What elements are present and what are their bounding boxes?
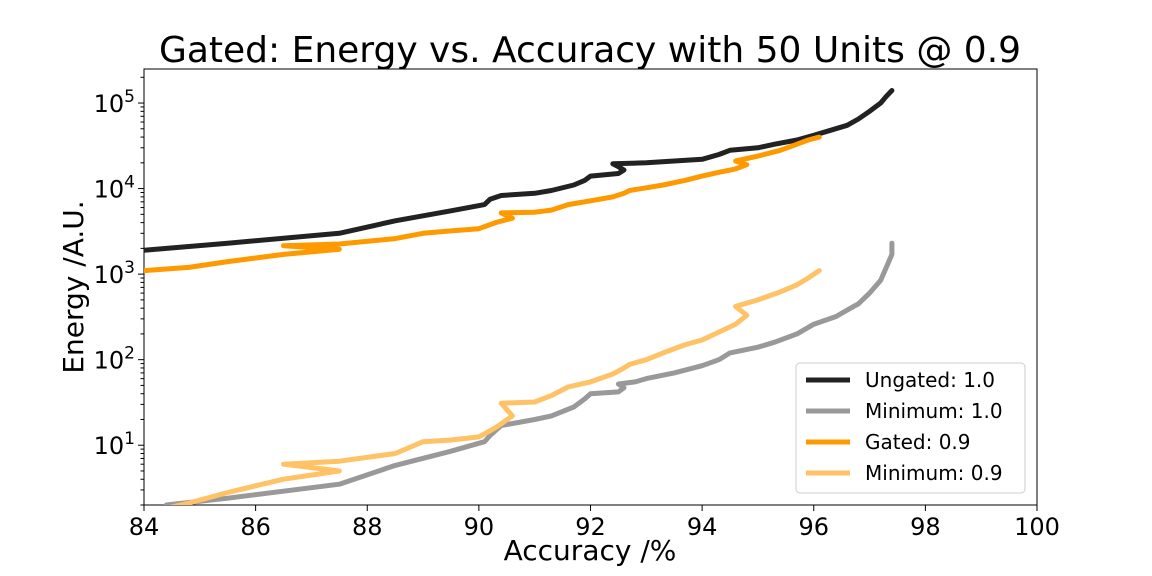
- series-line-2: [163, 240, 895, 505]
- y-tick-exponent: 5: [124, 87, 135, 107]
- x-tick-label: 90: [464, 513, 495, 541]
- legend-label-2: Minimum: 1.0: [865, 399, 1003, 423]
- series-line-4: [169, 268, 822, 505]
- y-tick-label: 105: [94, 87, 135, 118]
- x-tick-label: 84: [129, 513, 160, 541]
- y-tick-label: 101: [94, 429, 135, 460]
- y-tick-label: 104: [94, 173, 135, 204]
- y-tick-exponent: 1: [124, 429, 135, 449]
- y-tick-exponent: 2: [124, 344, 135, 364]
- y-tick-base: 10: [94, 432, 125, 460]
- x-axis-ticks: 84 86 88 90 92 94 96 98 100: [129, 505, 1060, 541]
- y-tick-base: 10: [94, 176, 125, 204]
- y-tick-base: 10: [94, 261, 125, 289]
- y-tick-exponent: 3: [124, 258, 135, 278]
- x-tick-label: 100: [1014, 513, 1060, 541]
- y-tick-base: 10: [94, 90, 125, 118]
- chart-title: Gated: Energy vs. Accuracy with 50 Units…: [159, 30, 1021, 71]
- x-tick-label: 96: [798, 513, 829, 541]
- y-tick-label: 102: [94, 344, 135, 375]
- y-tick-base: 10: [94, 347, 125, 375]
- legend: Ungated: 1.0 Minimum: 1.0 Gated: 0.9 Minimu…: [795, 362, 1026, 494]
- x-tick-label: 88: [352, 513, 383, 541]
- x-tick-label: 86: [240, 513, 271, 541]
- x-tick-label: 94: [687, 513, 718, 541]
- series-line-3: [144, 134, 822, 274]
- y-tick-label: 103: [94, 258, 135, 289]
- x-tick-label: 98: [910, 513, 941, 541]
- x-axis-label: Accuracy /%: [504, 534, 677, 567]
- x-tick-label: 92: [575, 513, 606, 541]
- legend-label-1: Ungated: 1.0: [865, 368, 995, 392]
- legend-box: [795, 362, 1026, 494]
- legend-label-3: Gated: 0.9: [865, 430, 971, 454]
- series-line-1: [144, 88, 895, 253]
- legend-label-4: Minimum: 0.9: [865, 461, 1003, 485]
- y-axis-label: Energy /A.U.: [57, 200, 90, 373]
- series-lines: [144, 88, 895, 505]
- y-tick-exponent: 4: [124, 173, 135, 193]
